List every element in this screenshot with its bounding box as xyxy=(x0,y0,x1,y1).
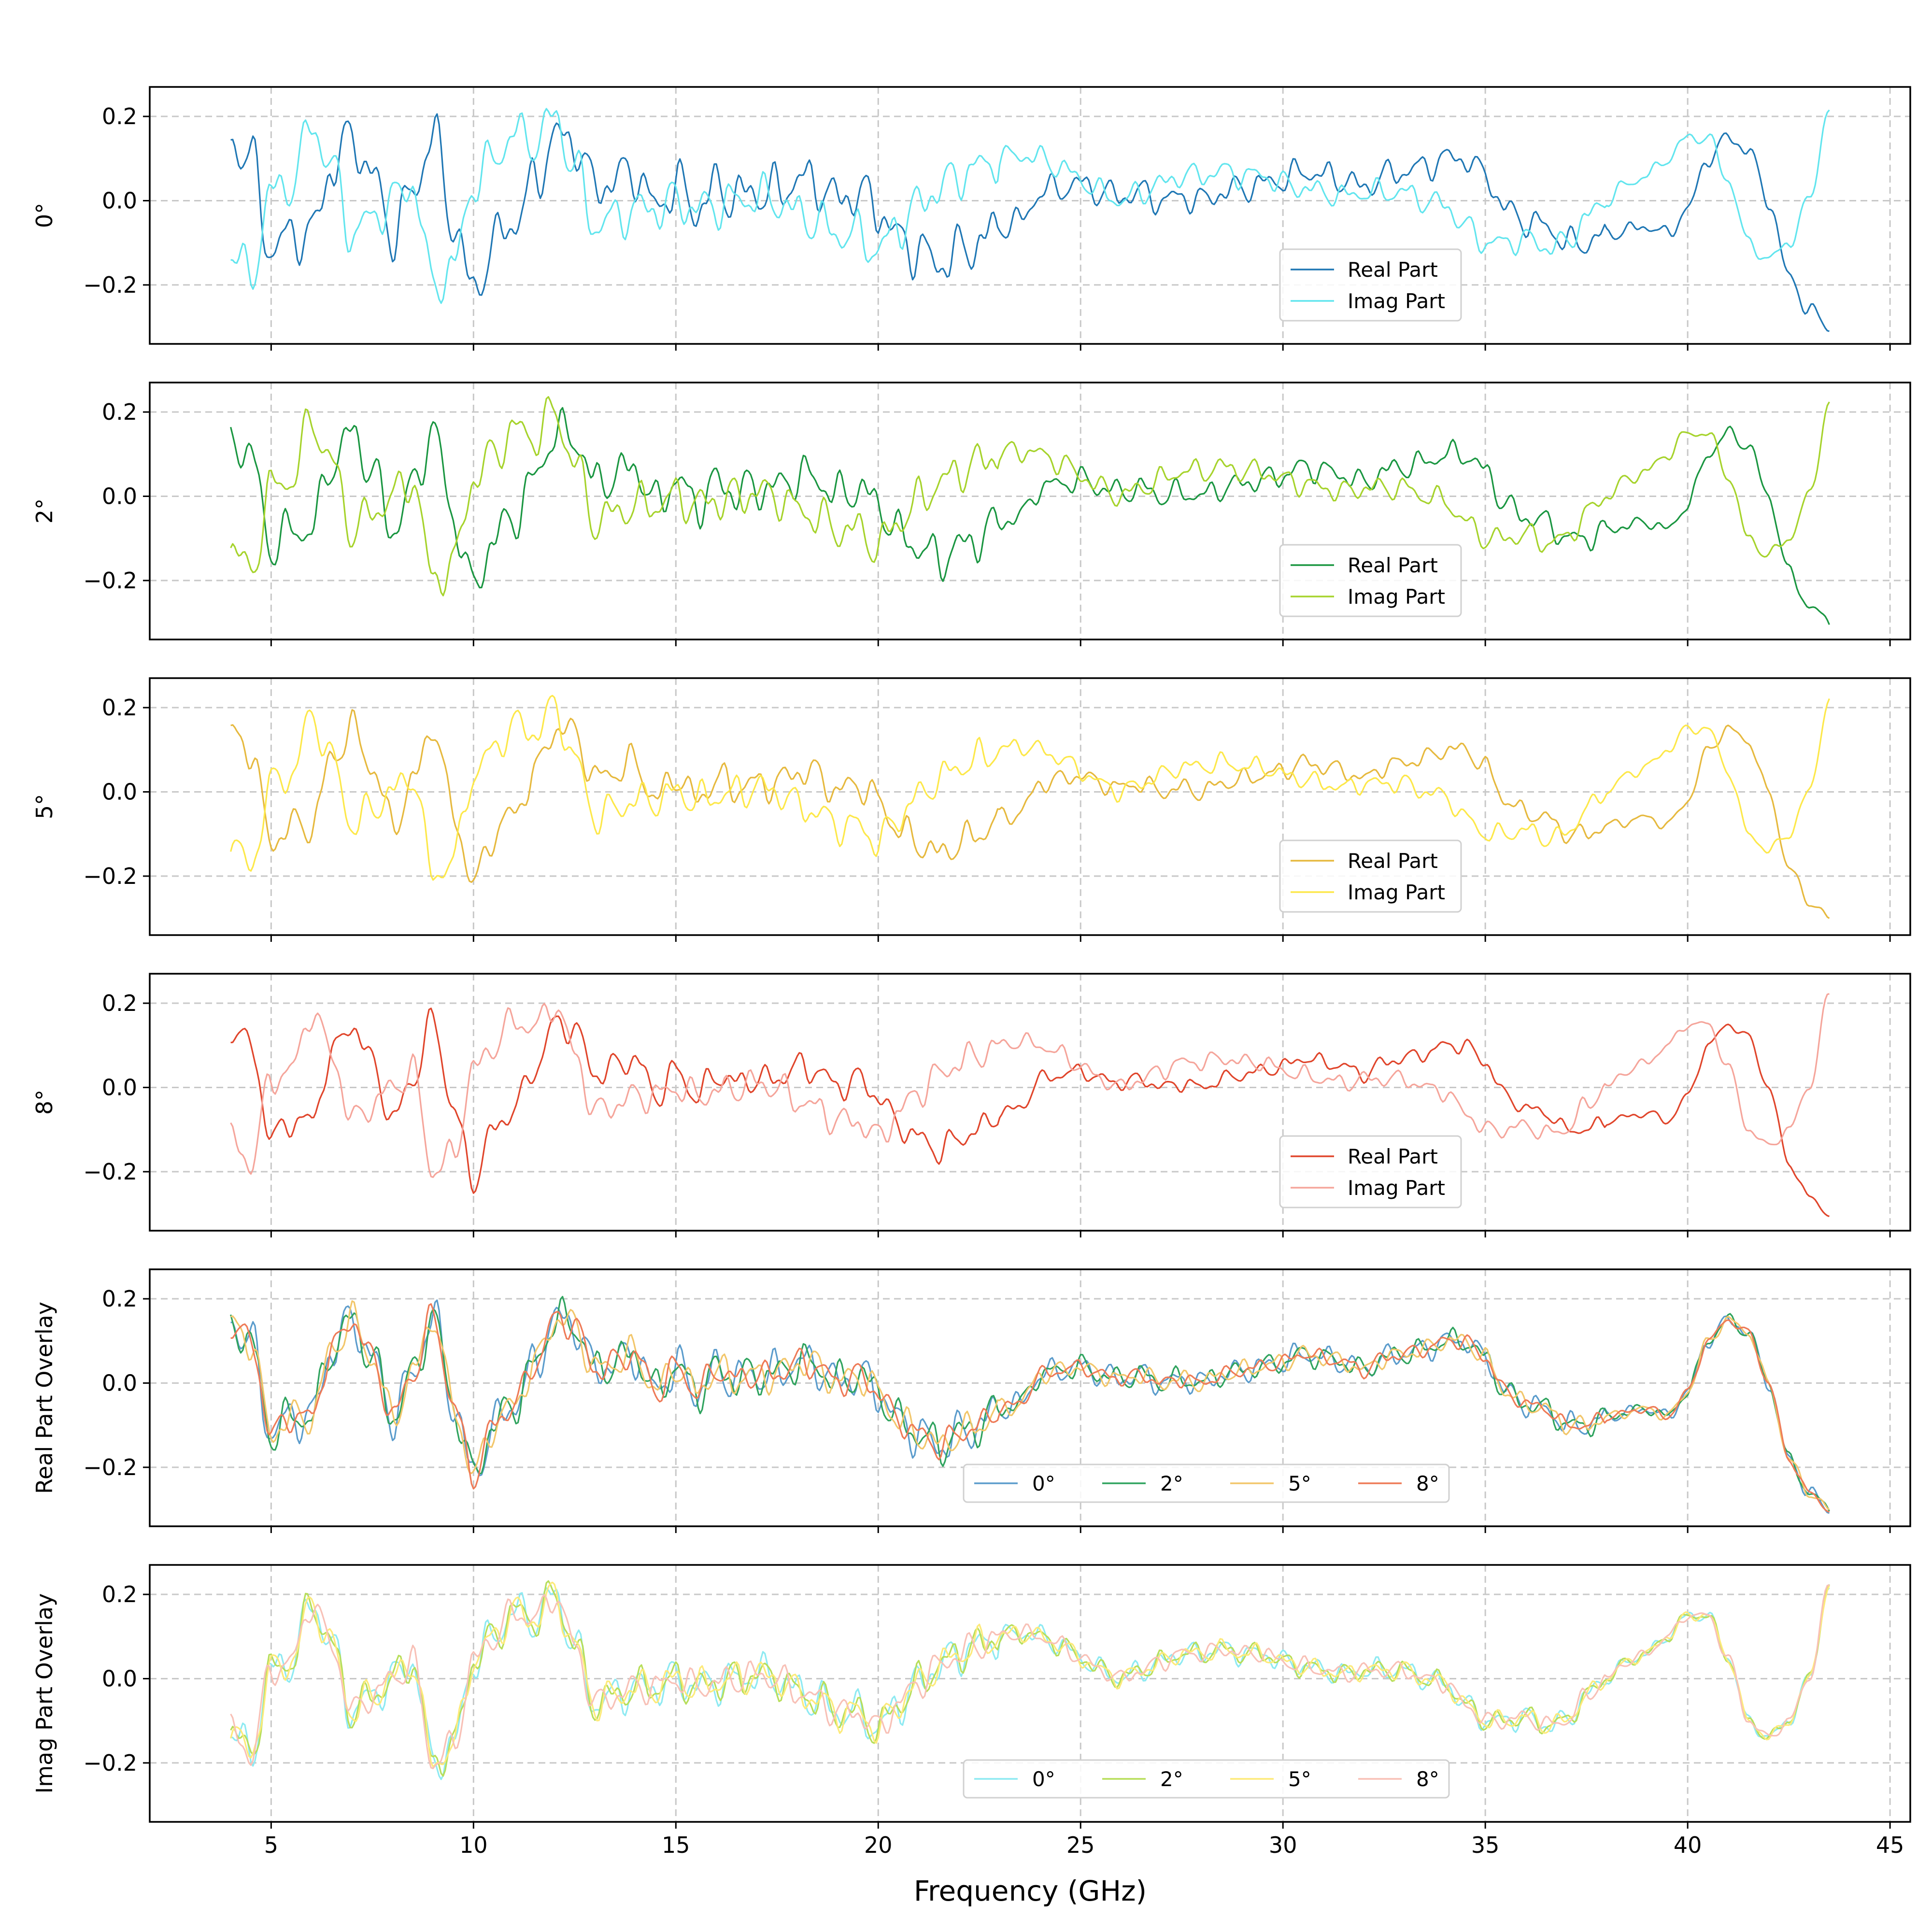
subplot-stack: −0.2 0.0 0.2 0° Real Part Imag Part −0.2 0.0 0.2… xyxy=(31,86,1911,1858)
x-tick-label: 25 xyxy=(1066,1832,1095,1858)
series-line-Real Part xyxy=(230,407,1830,625)
y-tick-label: −0.2 xyxy=(83,863,137,889)
legend: 0° 2° 5° 8° xyxy=(963,1463,1450,1503)
legend: Real Part Imag Part xyxy=(1279,1135,1462,1208)
plot-frame xyxy=(149,1268,1911,1527)
y-tick-label: −0.2 xyxy=(83,272,137,298)
legend-label: 0° xyxy=(1032,1767,1055,1791)
y-tick-label: 0.0 xyxy=(102,779,137,805)
legend-label: Imag Part xyxy=(1348,585,1445,609)
y-tick-label: −0.2 xyxy=(83,1454,137,1480)
y-tick-label: 0.2 xyxy=(102,695,137,721)
subplot-3: −0.2 0.0 0.2 5° Real Part Imag Part xyxy=(31,677,1911,942)
legend-box xyxy=(963,1759,1450,1799)
y-tick-label: 0.0 xyxy=(102,1074,137,1100)
plot-frame xyxy=(149,677,1911,936)
series-line-5° xyxy=(230,1300,1830,1510)
legend-label: 0° xyxy=(1032,1472,1055,1495)
legend-label: 2° xyxy=(1160,1472,1183,1495)
series-line-8° xyxy=(230,1303,1830,1513)
plot-frame xyxy=(149,973,1911,1232)
x-tick-label: 20 xyxy=(864,1832,893,1858)
legend-label: 8° xyxy=(1416,1472,1439,1495)
legend: Real Part Imag Part xyxy=(1279,544,1462,617)
y-tick-label: 0.2 xyxy=(102,103,137,129)
y-tick-label: 0.2 xyxy=(102,1286,137,1312)
x-tick-label: 30 xyxy=(1269,1832,1297,1858)
series-line-Imag Part xyxy=(230,993,1830,1178)
x-tick-label: 35 xyxy=(1471,1832,1500,1858)
series-line-Real Part xyxy=(230,113,1830,332)
y-tick-label: 0.2 xyxy=(102,1581,137,1607)
series-line-Imag Part xyxy=(230,396,1830,597)
legend-box xyxy=(1279,1135,1462,1208)
subplot-1: −0.2 0.0 0.2 0° Real Part Imag Part xyxy=(31,86,1911,351)
y-axis-label: 5° xyxy=(31,794,57,819)
legend-label: 8° xyxy=(1416,1767,1439,1791)
series-line-Imag Part xyxy=(230,695,1830,881)
legend-label: Imag Part xyxy=(1348,1176,1445,1200)
series-line-2° xyxy=(230,1580,1830,1777)
legend-label: Imag Part xyxy=(1348,881,1445,904)
plot-frame xyxy=(149,1564,1911,1823)
series-line-Real Part xyxy=(230,709,1830,919)
series-line-Real Part xyxy=(230,1008,1830,1217)
plot-frame xyxy=(149,382,1911,640)
y-axis-label: 2° xyxy=(31,498,57,524)
series-line-8° xyxy=(230,1584,1830,1769)
subplot-2: −0.2 0.0 0.2 2° Real Part Imag Part xyxy=(31,382,1911,646)
subplot-5: −0.2 0.0 0.2 Real Part Overlay 0° 2° 5° 8° xyxy=(31,1268,1911,1533)
legend-box xyxy=(1279,839,1462,913)
legend: Real Part Imag Part xyxy=(1279,839,1462,913)
y-tick-label: −0.2 xyxy=(83,568,137,594)
x-tick-label: 10 xyxy=(459,1832,488,1858)
legend-label: Real Part xyxy=(1348,258,1438,282)
x-tick-label: 40 xyxy=(1674,1832,1702,1858)
legend-label: 5° xyxy=(1288,1472,1311,1495)
y-tick-label: −0.2 xyxy=(83,1750,137,1776)
x-tick-label: 45 xyxy=(1876,1832,1904,1858)
legend-box xyxy=(1279,544,1462,617)
x-axis-label: Frequency (GHz) xyxy=(914,1875,1147,1907)
legend-label: Real Part xyxy=(1348,1145,1438,1168)
x-tick-label: 5 xyxy=(264,1832,278,1858)
y-tick-label: 0.2 xyxy=(102,399,137,425)
subplot-4: −0.2 0.0 0.2 8° Real Part Imag Part xyxy=(31,973,1911,1237)
series-line-Imag Part xyxy=(230,108,1830,304)
y-axis-label: Real Part Overlay xyxy=(31,1302,57,1494)
legend-box xyxy=(1279,248,1462,322)
y-tick-label: 0.0 xyxy=(102,187,137,213)
legend-label: 2° xyxy=(1160,1767,1183,1791)
y-tick-label: 0.0 xyxy=(102,483,137,509)
subplot-6: 5 10 15 20 25 30 35 40 45 −0.2 0.0 0.2 Imag Part Ove… xyxy=(31,1564,1911,1858)
legend: Real Part Imag Part xyxy=(1279,248,1462,322)
y-tick-label: 0.2 xyxy=(102,990,137,1016)
legend-label: Real Part xyxy=(1348,849,1438,873)
y-tick-label: −0.2 xyxy=(83,1159,137,1185)
x-tick-label: 15 xyxy=(662,1832,690,1858)
legend-label: Imag Part xyxy=(1348,289,1445,313)
y-tick-label: 0.0 xyxy=(102,1665,137,1691)
y-axis-label: Imag Part Overlay xyxy=(31,1593,57,1794)
y-axis-label: 8° xyxy=(31,1090,57,1115)
plot-frame xyxy=(149,86,1911,345)
legend: 0° 2° 5° 8° xyxy=(963,1759,1450,1799)
legend-box xyxy=(963,1463,1450,1503)
y-axis-label: 0° xyxy=(31,203,57,228)
legend-label: 5° xyxy=(1288,1767,1311,1791)
legend-label: Real Part xyxy=(1348,554,1438,577)
series-line-0° xyxy=(230,1587,1830,1780)
series-line-5° xyxy=(230,1581,1830,1768)
y-tick-label: 0.0 xyxy=(102,1370,137,1396)
